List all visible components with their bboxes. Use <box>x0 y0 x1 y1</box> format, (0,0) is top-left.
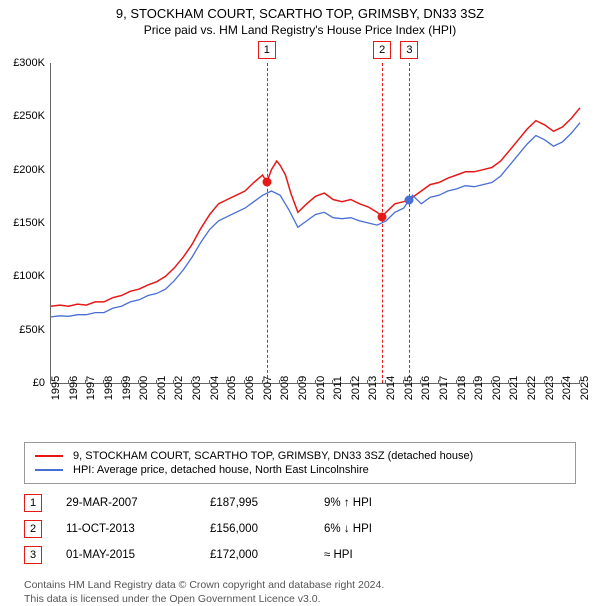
event-price: £187,995 <box>210 497 300 509</box>
x-axis-label: 2022 <box>526 376 538 400</box>
x-axis-label: 2025 <box>579 376 591 400</box>
event-diff: 9% ↑ HPI <box>324 497 444 509</box>
event-date: 01-MAY-2015 <box>66 549 186 561</box>
chart-container: 9, STOCKHAM COURT, SCARTHO TOP, GRIMSBY,… <box>0 0 600 590</box>
event-marker: 2 <box>24 520 42 538</box>
y-axis-label: £100K <box>13 270 45 282</box>
event-marker-box: 1 <box>258 41 276 59</box>
x-axis-label: 2023 <box>544 376 556 400</box>
x-axis-label: 2013 <box>367 376 379 400</box>
legend-swatch <box>35 469 63 471</box>
event-row: 2 11-OCT-2013 £156,000 6% ↓ HPI <box>24 516 576 542</box>
x-axis-label: 2002 <box>173 376 185 400</box>
event-price: £156,000 <box>210 523 300 535</box>
x-axis-label: 1997 <box>85 376 97 400</box>
event-marker: 1 <box>24 494 42 512</box>
x-axis-label: 2008 <box>279 376 291 400</box>
legend-label: 9, STOCKHAM COURT, SCARTHO TOP, GRIMSBY,… <box>73 450 473 462</box>
legend-label: HPI: Average price, detached house, Nort… <box>73 464 369 476</box>
y-axis-label: £50K <box>19 324 45 336</box>
event-marker-box: 2 <box>373 41 391 59</box>
event-marker: 3 <box>24 546 42 564</box>
x-axis-label: 1999 <box>121 376 133 400</box>
x-axis-label: 2000 <box>138 376 150 400</box>
x-axis-label: 2018 <box>456 376 468 400</box>
x-axis-label: 2001 <box>156 376 168 400</box>
x-axis-label: 2005 <box>226 376 238 400</box>
event-price: £172,000 <box>210 549 300 561</box>
x-axis-label: 1995 <box>50 376 62 400</box>
series-line <box>51 108 580 306</box>
x-axis-label: 2007 <box>262 376 274 400</box>
x-axis-label: 2003 <box>191 376 203 400</box>
event-row: 1 29-MAR-2007 £187,995 9% ↑ HPI <box>24 490 576 516</box>
legend-box: 9, STOCKHAM COURT, SCARTHO TOP, GRIMSBY,… <box>24 442 576 484</box>
event-diff: ≈ HPI <box>324 549 444 561</box>
series-line <box>51 123 580 317</box>
event-dot <box>405 195 414 204</box>
event-date: 29-MAR-2007 <box>66 497 186 509</box>
y-axis-label: £300K <box>13 57 45 69</box>
y-axis-label: £0 <box>33 377 45 389</box>
legend-item: HPI: Average price, detached house, Nort… <box>35 463 565 477</box>
x-axis-label: 2004 <box>209 376 221 400</box>
line-series-svg <box>51 63 580 383</box>
x-axis-label: 2024 <box>561 376 573 400</box>
x-axis-label: 2017 <box>438 376 450 400</box>
x-axis-label: 2011 <box>332 376 344 400</box>
x-axis-label: 2006 <box>244 376 256 400</box>
footnote: Contains HM Land Registry data © Crown c… <box>24 578 576 606</box>
x-axis-label: 2010 <box>315 376 327 400</box>
footnote-line: Contains HM Land Registry data © Crown c… <box>24 578 576 592</box>
x-axis-label: 1998 <box>103 376 115 400</box>
x-axis-label: 2009 <box>297 376 309 400</box>
event-line <box>267 63 268 383</box>
x-axis-label: 2015 <box>403 376 415 400</box>
legend-swatch <box>35 455 63 457</box>
x-axis-label: 2014 <box>385 376 397 400</box>
x-axis-label: 2016 <box>420 376 432 400</box>
chart-subtitle: Price paid vs. HM Land Registry's House … <box>0 21 600 41</box>
event-line <box>409 63 410 383</box>
event-line <box>382 63 383 383</box>
event-dot <box>378 212 387 221</box>
x-axis-label: 2019 <box>473 376 485 400</box>
y-axis-label: £150K <box>13 217 45 229</box>
legend-item: 9, STOCKHAM COURT, SCARTHO TOP, GRIMSBY,… <box>35 449 565 463</box>
event-date: 11-OCT-2013 <box>66 523 186 535</box>
event-row: 3 01-MAY-2015 £172,000 ≈ HPI <box>24 542 576 568</box>
footnote-line: This data is licensed under the Open Gov… <box>24 592 576 606</box>
event-marker-box: 3 <box>400 41 418 59</box>
events-table: 1 29-MAR-2007 £187,995 9% ↑ HPI 2 11-OCT… <box>24 490 576 568</box>
x-axis-labels: 1995199619971998199920002001200220032004… <box>50 384 580 434</box>
event-diff: 6% ↓ HPI <box>324 523 444 535</box>
plot-area: £0£50K£100K£150K£200K£250K£300K123 <box>50 63 580 384</box>
y-axis-label: £250K <box>13 110 45 122</box>
x-axis-label: 2020 <box>491 376 503 400</box>
event-dot <box>262 178 271 187</box>
x-axis-label: 2021 <box>508 376 520 400</box>
x-axis-label: 1996 <box>68 376 80 400</box>
y-axis-label: £200K <box>13 164 45 176</box>
x-axis-label: 2012 <box>350 376 362 400</box>
chart-title: 9, STOCKHAM COURT, SCARTHO TOP, GRIMSBY,… <box>0 0 600 21</box>
